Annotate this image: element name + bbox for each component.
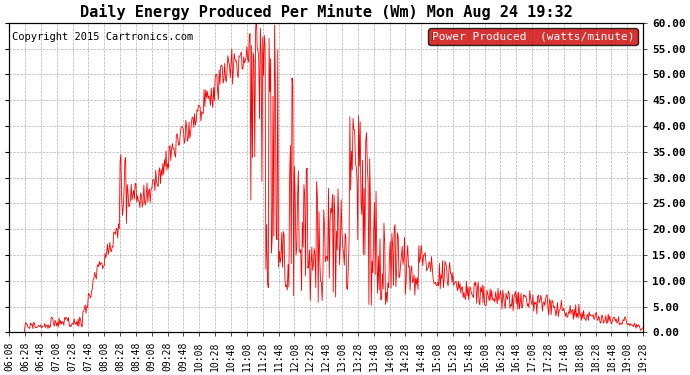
Legend: Power Produced  (watts/minute): Power Produced (watts/minute)	[428, 28, 638, 45]
Text: Copyright 2015 Cartronics.com: Copyright 2015 Cartronics.com	[12, 32, 194, 42]
Title: Daily Energy Produced Per Minute (Wm) Mon Aug 24 19:32: Daily Energy Produced Per Minute (Wm) Mo…	[80, 4, 573, 20]
